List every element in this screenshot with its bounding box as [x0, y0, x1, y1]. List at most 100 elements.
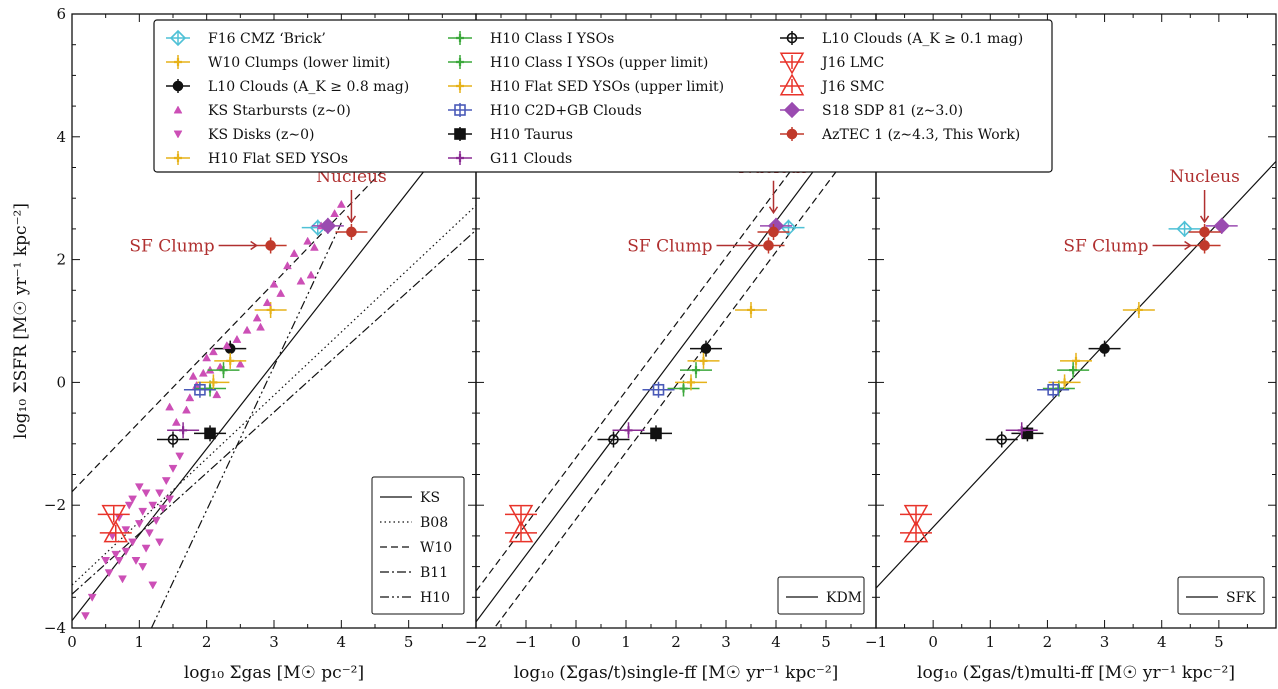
annotation-sf-clump: SF Clump [1063, 236, 1148, 256]
point-ks-starbursts-z-0 [252, 313, 262, 322]
relation-legend-box [1177, 576, 1265, 615]
point-ks-starbursts-z-0 [235, 359, 245, 368]
point-l10-clouds-a-k-0-8-mag [700, 343, 712, 354]
nucleus-arrow [768, 180, 779, 215]
legend-label-j16-smc: J16 SMC [820, 79, 885, 95]
legend-label-h10-flat-sed-ysos-upper-limit: H10 Flat SED YSOs (upper limit) [490, 79, 724, 95]
x-tick-label: 5 [1214, 633, 1224, 651]
y-tick-label: 4 [56, 128, 66, 146]
legend-label-f16-cmz-brick: F16 CMZ ‘Brick’ [208, 31, 326, 47]
x-tick-label: 1 [986, 633, 996, 651]
point-ks-disks-z-0 [87, 593, 97, 602]
legend-marker-h10-taurus [454, 128, 466, 140]
point-ks-disks-z-0 [101, 557, 111, 565]
legend-marker-f16-cmz-brick [169, 29, 187, 47]
point-ks-starbursts-z-0 [171, 417, 181, 426]
point-ks-disks-z-0 [131, 557, 141, 565]
point-l10-clouds-a-k-0-8-mag [1099, 343, 1110, 354]
legend-marker-ks-starbursts-z-0 [173, 105, 183, 114]
clump-arrow [1152, 240, 1192, 251]
relation-legend: SFK [1177, 576, 1265, 615]
y-tick-label: 0 [56, 373, 66, 391]
legend-label-h10-flat-sed-ysos: H10 Flat SED YSOs [208, 151, 348, 167]
legend-marker-aztec-1-z-4-3-this-work [786, 128, 798, 140]
point-aztec-1-z-4-3-this-work [1199, 240, 1210, 251]
point-s18-sdp-81-z-3-0 [319, 217, 336, 234]
point-ks-disks-z-0 [128, 538, 138, 547]
y-axis-label: log₁₀ ΣSFR [M☉ yr⁻¹ kpc⁻²] [11, 203, 31, 439]
point-ks-disks-z-0 [128, 495, 138, 504]
point-j16-smc [903, 520, 929, 543]
point-ks-disks-z-0 [118, 575, 127, 584]
point-ks-starbursts-z-0 [283, 261, 292, 270]
point-ks-disks-z-0 [104, 569, 114, 578]
point-ks-starbursts-z-0 [336, 199, 346, 208]
x-tick-label: 5 [404, 633, 414, 651]
point-ks-disks-z-0 [155, 538, 164, 547]
x-tick-label: −1 [515, 633, 537, 651]
error-bar [505, 524, 537, 541]
x-tick-label: 1 [135, 633, 145, 651]
legend-marker-h10-class-i-ysos-upper-limit [456, 58, 464, 66]
legend-label-sfk: SFK [1226, 590, 1256, 606]
point-ks-disks-z-0 [151, 517, 161, 526]
point-ks-disks-z-0 [141, 489, 151, 498]
relation-legend-box [777, 576, 865, 615]
y-tick-label: 6 [56, 5, 66, 23]
legend-label-aztec-1-z-4-3-this-work: AzTEC 1 (z∼4.3, This Work) [821, 127, 1020, 143]
relation-line-dashed [493, 118, 876, 628]
annotation-nucleus: Nucleus [1169, 167, 1240, 187]
relation-legend: KS B08 W10 B11 H10 [371, 476, 465, 615]
point-w10-clumps-lower-limit [266, 305, 275, 314]
y-tick-label: 2 [56, 251, 66, 269]
x-axis-label: log₁₀ (Σgas/t)single-ff [M☉ yr⁻¹ kpc⁻²] [514, 663, 839, 683]
point-j16-smc [508, 520, 534, 543]
legend-label-ks-starbursts-z-0: KS Starbursts (z∼0) [208, 103, 351, 119]
point-h10-c2d-gb-clouds [652, 383, 665, 396]
point-ks-disks-z-0 [155, 489, 164, 498]
legend-label-g11-clouds: G11 Clouds [490, 151, 572, 167]
panel-plot-area [72, 73, 476, 628]
point-ks-disks-z-0 [111, 550, 121, 559]
nucleus-arrow [1199, 189, 1210, 224]
point-g11-clouds [179, 426, 188, 435]
legend-marker-s18-sdp-81-z-3-0 [783, 101, 801, 119]
legend-label-h10-class-i-ysos-upper-limit: H10 Class I YSOs (upper limit) [490, 55, 708, 71]
y-tick-label: −2 [44, 496, 66, 514]
error-bar [597, 431, 630, 448]
x-tick-label: 3 [269, 633, 279, 651]
legend-errorbar [780, 79, 804, 93]
point-g11-clouds [1017, 426, 1026, 435]
point-ks-starbursts-z-0 [182, 405, 191, 414]
point-ks-starbursts-z-0 [262, 298, 272, 307]
point-ks-starbursts-z-0 [222, 341, 232, 350]
annotation-sf-clump: SF Clump [129, 236, 214, 256]
point-ks-starbursts-z-0 [208, 347, 218, 356]
annotation-sf-clump: SF Clump [627, 236, 712, 256]
relation-legend-box [371, 476, 465, 615]
legend-label-b08: B08 [420, 515, 448, 531]
panel-right: Nucleus SF Clump −1 0 1 2 3 4 5 log₁₀ (Σgas/t)mul… [865, 13, 1277, 683]
point-ks-starbursts-z-0 [202, 353, 212, 362]
error-bar [99, 524, 132, 541]
error-bar [1168, 220, 1201, 237]
legend-label-h10: H10 [420, 590, 450, 606]
point-aztec-1-z-4-3-this-work [265, 240, 276, 251]
legend-marker-h10-flat-sed-ysos-upper-limit [456, 82, 464, 90]
point-ks-disks-z-0 [141, 544, 151, 553]
point-h10-flat-sed-ysos-upper-limit [1060, 378, 1069, 387]
point-ks-disks-z-0 [148, 501, 158, 510]
point-ks-disks-z-0 [158, 504, 168, 513]
legend-errorbar [780, 55, 804, 69]
point-ks-starbursts-z-0 [212, 390, 222, 399]
point-aztec-1-z-4-3-this-work [346, 226, 357, 238]
point-h10-c2d-gb-clouds [1047, 383, 1059, 396]
x-tick-label: 2 [671, 633, 681, 651]
point-h10-flat-sed-ysos [1072, 356, 1080, 365]
point-ks-starbursts-z-0 [330, 209, 340, 217]
relation-line-b11 [72, 229, 476, 595]
y-tick-label: −4 [44, 619, 66, 637]
legend-label-l10-clouds-a-k-0-1-mag: L10 Clouds (A_K ≥ 0.1 mag) [822, 31, 1023, 47]
error-bar [900, 506, 932, 523]
